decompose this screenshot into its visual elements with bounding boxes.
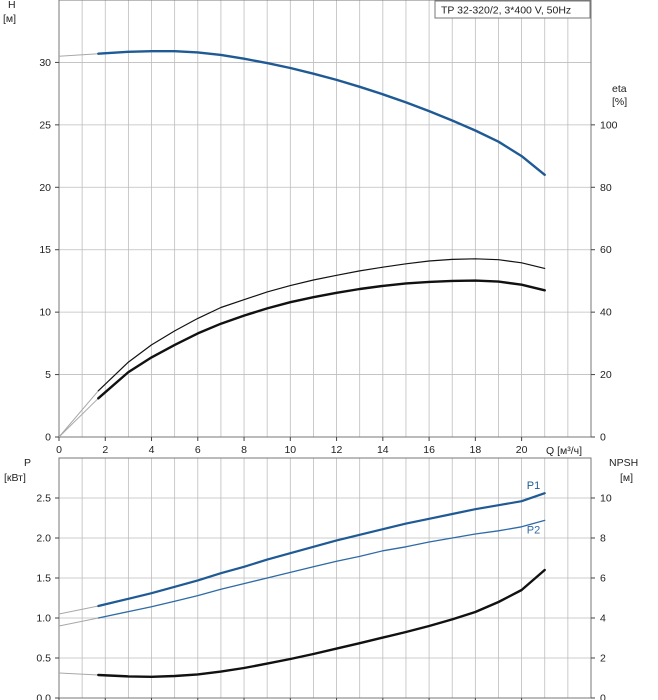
top-x-tick-label: 18: [470, 444, 482, 456]
chart-title: TP 32-320/2, 3*400 V, 50Hz: [441, 5, 571, 17]
top-left-tick-label: 10: [39, 307, 51, 319]
top-left-tick-label: 0: [45, 432, 51, 444]
bottom-series-0-curve: [97, 492, 546, 608]
bottom-left-tick-label: 2.0: [36, 533, 51, 545]
top-left-tick-label: 15: [39, 244, 51, 256]
bottom-series-0-extension: [58, 605, 99, 615]
top-x-tick-label: 2: [102, 444, 108, 456]
head-axis-label-unit: [м]: [3, 13, 16, 25]
top-series-2-curve: [97, 279, 546, 400]
top-right-tick-label: 60: [600, 244, 612, 256]
bottom-left-tick-label: 2.5: [36, 493, 51, 505]
bottom-left-tick-label: 1.5: [36, 573, 51, 585]
power-axis-label-top: P: [24, 457, 31, 469]
top-x-tick-label: 6: [195, 444, 201, 456]
top-series-1-extension: [58, 390, 99, 438]
bottom-left-tick-label: 1.0: [36, 613, 51, 625]
eta-axis-label-top: eta: [612, 83, 627, 95]
series-label-p2: P2: [527, 524, 540, 536]
bottom-right-tick-label: 4: [600, 613, 606, 625]
top-left-tick-label: 30: [39, 57, 51, 69]
top-x-tick-label: 4: [149, 444, 155, 456]
top-x-tick-label: 20: [516, 444, 528, 456]
bottom-series-2-curve: [97, 568, 546, 678]
top-x-tick-label: 10: [284, 444, 296, 456]
bottom-series-1-extension: [58, 617, 99, 627]
npsh-axis-label-top: NPSH: [609, 457, 638, 469]
bottom-series-2-extension: [58, 672, 99, 676]
bottom-grid: [59, 458, 591, 698]
bottom-right-tick-label: 8: [600, 533, 606, 545]
series-label-p1: P1: [527, 480, 540, 492]
bottom-left-tick-label: 0.5: [36, 653, 51, 665]
top-right-tick-label: 40: [600, 307, 612, 319]
top-x-tick-label: 14: [377, 444, 389, 456]
top-right-tick-label: 100: [600, 119, 618, 131]
top-series-0-curve: [97, 50, 546, 176]
top-plot-frame: [58, 0, 592, 438]
top-series-0-extension: [58, 53, 99, 57]
head-efficiency-panel: 0 5 10 15 20 25 30 0 20 40 60 80 100 0 2 4 6 8 10 12 14 16 18 2…: [3, 0, 627, 457]
flow-axis-label: Q [м³/ч]: [546, 445, 582, 457]
top-x-tick-label: 8: [241, 444, 247, 456]
top-left-tick-label: 20: [39, 182, 51, 194]
top-grid: [59, 0, 591, 437]
top-x-tick-label: 12: [331, 444, 343, 456]
top-x-tick-label: 0: [56, 444, 62, 456]
top-right-tick-label: 80: [600, 182, 612, 194]
npsh-axis-label-unit: [м]: [620, 472, 633, 484]
bottom-right-tick-label: 0: [600, 693, 606, 700]
bottom-right-tick-label: 2: [600, 653, 606, 665]
eta-axis-label-unit: [%]: [612, 96, 627, 108]
title-box: TP 32-320/2, 3*400 V, 50Hz: [434, 0, 591, 19]
top-right-tick-label: 20: [600, 369, 612, 381]
bottom-right-tick-label: 6: [600, 573, 606, 585]
bottom-series-1-curve: [97, 519, 546, 619]
top-series-2-extension: [58, 397, 99, 438]
bottom-right-tick-label: 10: [600, 493, 612, 505]
power-axis-label-unit: [кВт]: [4, 472, 26, 484]
head-axis-label-top: H: [8, 0, 16, 11]
top-series-1-curve: [97, 258, 546, 392]
bottom-left-tick-label: 0.0: [36, 693, 51, 700]
top-x-tick-label: 16: [423, 444, 435, 456]
top-left-tick-label: 5: [45, 369, 51, 381]
top-left-tick-label: 25: [39, 119, 51, 131]
top-right-tick-label: 0: [600, 432, 606, 444]
power-npsh-panel: P1 P2 0.0 0.5 1.0 1.5 2.0 2.5 0 2 4 6 8 10 P [кВт] N…: [4, 457, 638, 700]
